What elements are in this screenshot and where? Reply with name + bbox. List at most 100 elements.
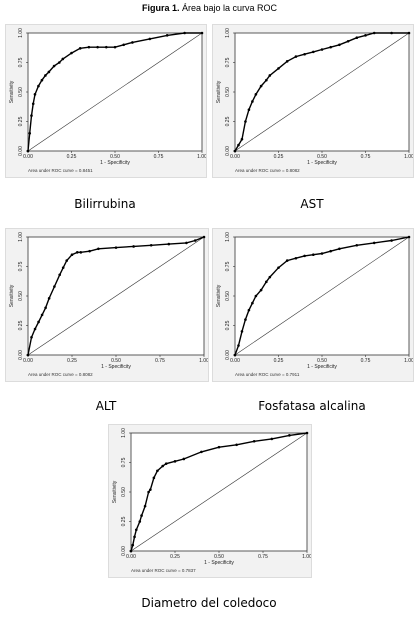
reference-diagonal xyxy=(234,32,410,152)
roc-point xyxy=(165,34,169,37)
x-axis-label: 1 - Specificity xyxy=(100,160,130,166)
roc-point xyxy=(265,78,268,82)
roc-point xyxy=(114,246,118,249)
y-tick-label: 0.25 xyxy=(18,320,24,330)
y-axis-label: Sensitivity xyxy=(112,480,118,503)
roc-point xyxy=(143,504,147,508)
roc-point xyxy=(252,439,256,443)
roc-point xyxy=(96,45,99,49)
auc-label: Area under ROC curve = 0.8082 xyxy=(235,168,300,173)
roc-point xyxy=(58,273,61,277)
auc-label: Area under ROC curve = 0.8451 xyxy=(28,168,93,173)
roc-point xyxy=(148,37,152,41)
y-tick-label: 0.50 xyxy=(225,87,231,97)
roc-point xyxy=(268,74,272,77)
roc-point xyxy=(294,55,298,58)
x-tick-label: 0.50 xyxy=(111,358,121,364)
y-tick-label: 0.25 xyxy=(225,320,231,330)
x-tick-label: 1.00 xyxy=(302,554,311,560)
y-tick-label: 0.50 xyxy=(225,291,231,301)
x-tick-label: 0.25 xyxy=(170,554,180,560)
roc-point xyxy=(149,488,152,491)
roc-curve-line xyxy=(27,32,202,152)
x-tick-label: 0.00 xyxy=(23,358,33,364)
roc-point xyxy=(33,327,37,331)
y-tick-label: 0.25 xyxy=(225,116,231,126)
roc-panel-ast: 0.00 0.00 0.25 0.25 0.50 0.50 0.75 0.75 1.00 1.00… xyxy=(212,24,414,178)
roc-point xyxy=(30,336,33,339)
roc-point xyxy=(240,330,244,333)
x-tick-label: 0.50 xyxy=(317,358,327,364)
roc-point xyxy=(131,41,134,44)
roc-point xyxy=(182,457,186,461)
x-tick-label: 0.75 xyxy=(258,554,268,560)
roc-point xyxy=(259,84,263,88)
x-tick-label: 1.00 xyxy=(199,358,208,364)
roc-point xyxy=(70,253,74,256)
y-tick-label: 1.00 xyxy=(225,28,231,38)
y-tick-label: 0.50 xyxy=(18,291,24,301)
roc-point xyxy=(47,70,51,74)
roc-point xyxy=(320,48,324,51)
x-tick-label: 0.75 xyxy=(361,358,371,364)
roc-point xyxy=(217,445,221,449)
y-tick-label: 1.00 xyxy=(225,232,231,242)
roc-point xyxy=(28,132,32,135)
roc-point xyxy=(329,45,332,49)
x-axis-label: 1 - Specificity xyxy=(204,560,234,566)
roc-point xyxy=(131,543,135,547)
roc-point xyxy=(329,249,332,253)
roc-point xyxy=(37,84,40,88)
roc-chart-svg: 0.000.00 0.25 0.25 0.50 0.50 0.75 0.75 1.00 1.00… xyxy=(216,28,413,173)
roc-point xyxy=(288,434,291,437)
roc-panel-alt: 0.00 0.00 0.25 0.25 0.50 0.50 0.75 0.75 1.00 1.00… xyxy=(5,228,209,382)
y-tick-label: 0.75 xyxy=(18,57,24,67)
figure-title-text: Área bajo la curva ROC xyxy=(179,3,278,13)
roc-point xyxy=(346,39,350,43)
roc-point xyxy=(61,57,65,61)
roc-point xyxy=(132,245,135,248)
roc-point xyxy=(40,78,44,82)
roc-point xyxy=(277,266,280,269)
y-tick-label: 0.25 xyxy=(18,116,24,126)
roc-point xyxy=(320,252,324,255)
reference-diagonal xyxy=(234,236,410,356)
y-tick-label: 0.75 xyxy=(225,261,231,271)
roc-point xyxy=(355,36,359,40)
roc-point xyxy=(312,50,315,54)
roc-point xyxy=(247,108,251,111)
roc-point xyxy=(183,31,186,35)
roc-point xyxy=(268,275,272,279)
roc-point xyxy=(122,43,125,47)
roc-point xyxy=(237,143,240,147)
reference-diagonal xyxy=(130,432,308,552)
y-tick-label: 0.00 xyxy=(225,350,231,360)
y-tick-label: 0.75 xyxy=(121,457,127,467)
x-axis-label: 1 - Specificity xyxy=(101,364,131,370)
roc-point xyxy=(200,31,204,35)
roc-point xyxy=(202,235,206,239)
roc-curve-line xyxy=(130,432,308,552)
roc-point xyxy=(233,149,237,153)
roc-point xyxy=(233,353,237,357)
roc-chart-svg: 0.000.00 0.25 0.25 0.50 0.50 0.75 0.75 1.00 1.00… xyxy=(216,232,413,377)
roc-point xyxy=(237,344,240,347)
y-tick-label: 1.00 xyxy=(121,428,127,438)
roc-point xyxy=(254,294,258,298)
x-tick-label: 1.00 xyxy=(404,358,413,364)
roc-point xyxy=(161,464,164,468)
roc-point xyxy=(30,114,33,117)
roc-point xyxy=(152,476,156,480)
roc-point xyxy=(251,100,254,103)
roc-point xyxy=(31,102,35,106)
x-tick-label: 0.00 xyxy=(230,154,240,160)
roc-point xyxy=(407,235,411,239)
roc-point xyxy=(105,45,108,49)
y-tick-label: 0.00 xyxy=(225,146,231,156)
caption-bilirrubina: Bilirrubina xyxy=(74,197,136,211)
caption-alt: ALT xyxy=(95,399,117,413)
roc-point xyxy=(133,535,136,539)
auc-label: Area under ROC curve = 0.7837 xyxy=(131,568,196,573)
roc-point xyxy=(53,285,56,288)
roc-point xyxy=(240,137,244,141)
